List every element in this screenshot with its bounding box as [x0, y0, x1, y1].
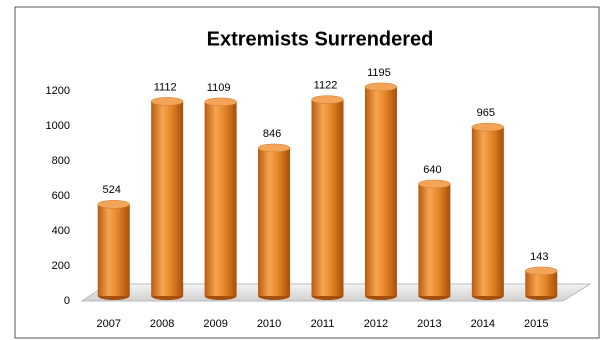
x-tick-label: 2012: [364, 318, 388, 330]
bar-top: [150, 97, 184, 106]
bar: [204, 101, 237, 296]
bar-top: [364, 82, 398, 92]
data-label: 1195: [367, 67, 391, 79]
y-tick-label: 800: [52, 155, 70, 167]
x-tick-label: 2014: [471, 318, 495, 330]
y-tick-label: 200: [52, 260, 70, 272]
data-label: 640: [423, 164, 441, 176]
bar-top: [471, 122, 505, 132]
bar: [471, 127, 504, 296]
bar-top: [204, 97, 237, 107]
bar-top: [525, 266, 558, 276]
y-tick-label: 0: [64, 295, 70, 307]
y-tick-label: 400: [52, 225, 70, 237]
x-tick-label: 2008: [150, 318, 174, 330]
bar: [151, 101, 184, 297]
bar: [364, 86, 397, 296]
bar: [418, 184, 451, 296]
bar: [258, 147, 291, 296]
x-tick-label: 2011: [311, 318, 335, 330]
bar: [97, 204, 130, 296]
data-label: 846: [263, 128, 281, 140]
x-tick-label: 2010: [257, 318, 281, 330]
bar: [311, 99, 344, 297]
bar-top: [257, 143, 291, 153]
x-tick-label: 2007: [96, 318, 120, 330]
data-label: 1109: [207, 82, 231, 94]
y-tick-label: 1200: [46, 85, 70, 97]
x-tick-label: 2009: [203, 318, 227, 330]
bar-top: [97, 200, 130, 209]
y-tick-label: 1000: [46, 120, 70, 132]
x-tick-label: 2015: [524, 318, 548, 330]
data-label: 1112: [154, 81, 177, 93]
bar-top: [418, 179, 451, 189]
chart-title: Extremists Surrendered: [207, 28, 434, 50]
x-tick-label: 2013: [417, 318, 441, 330]
data-label: 1122: [314, 80, 338, 92]
y-tick-label: 600: [52, 190, 70, 202]
data-label: 524: [103, 184, 121, 196]
bar-top: [311, 95, 344, 104]
data-label: 965: [477, 107, 495, 119]
data-label: 143: [530, 251, 548, 263]
